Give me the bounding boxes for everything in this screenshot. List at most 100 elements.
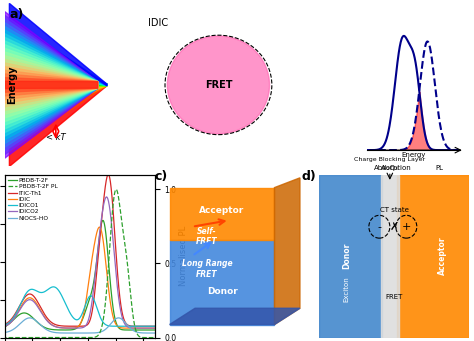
NIOCS-HO: [106, 324, 111, 328]
Text: Energy: Energy: [7, 66, 17, 104]
Polygon shape: [9, 3, 107, 86]
Line: IDICO2: IDICO2: [2, 197, 157, 328]
PBDB-T-2F PL: [0, 336, 5, 340]
Line: PBDB-T-2F: PBDB-T-2F: [2, 220, 157, 330]
IDICO2: [68, 326, 73, 330]
PBDB-T-2F: [68, 328, 73, 332]
NIOCS-HO: [62, 331, 68, 335]
IDIC: [106, 289, 112, 293]
IDIC: [123, 326, 129, 330]
ITIC-Th1: [15, 307, 21, 311]
Text: -: -: [377, 222, 382, 232]
IDICO1: [120, 324, 126, 328]
NIOCS-HO: [155, 331, 160, 335]
PBDB-T-2F PL: [62, 336, 68, 340]
Line: ITIC-Th1: ITIC-Th1: [2, 175, 157, 326]
ITIC-Th1: [123, 322, 129, 326]
Text: FRET: FRET: [205, 80, 232, 90]
PBDB-T-2F: [123, 328, 129, 332]
Polygon shape: [9, 84, 107, 166]
IDICO1: [106, 324, 112, 328]
Polygon shape: [5, 26, 98, 144]
PBDB-T-2F PL: [15, 336, 21, 340]
Polygon shape: [5, 19, 98, 151]
NIOCS-HO: [15, 324, 21, 328]
ITIC-Th1: [155, 324, 160, 328]
NIOCS-HO: [116, 316, 121, 320]
NIOCS-HO: [123, 322, 129, 326]
ITIC-Th1: [120, 315, 126, 320]
Line: NIOCS-HO: NIOCS-HO: [2, 318, 157, 333]
Y-axis label: Normalised PL: Normalised PL: [179, 226, 188, 286]
PBDB-T-2F: [0, 326, 5, 330]
Polygon shape: [5, 23, 98, 147]
PBDB-T-2F: [120, 328, 126, 332]
Polygon shape: [5, 52, 98, 118]
Polygon shape: [5, 74, 98, 96]
Bar: [319, 175, 383, 338]
Polygon shape: [5, 15, 98, 154]
Polygon shape: [5, 56, 98, 114]
Polygon shape: [5, 63, 98, 107]
Polygon shape: [170, 240, 274, 325]
IDICO2: [104, 195, 109, 199]
PBDB-T-2F: [100, 218, 106, 222]
Polygon shape: [9, 84, 107, 118]
Text: Self-
FRET: Self- FRET: [196, 227, 218, 246]
PBDB-T-2F: [150, 328, 155, 332]
Line: PBDB-T-2F PL: PBDB-T-2F PL: [2, 189, 157, 338]
PBDB-T-2F PL: [155, 336, 160, 340]
Text: d): d): [301, 170, 316, 183]
PBDB-T-2F: [155, 328, 160, 332]
Text: Charge Blocking Layer: Charge Blocking Layer: [354, 157, 425, 162]
IDICO2: [15, 311, 21, 315]
PBDB-T-2F PL: [113, 187, 119, 191]
IDIC: [62, 326, 68, 330]
IDICO1: [155, 324, 160, 328]
IDICO2: [106, 201, 112, 205]
PBDB-T-2F PL: [106, 261, 111, 265]
Ellipse shape: [167, 36, 270, 134]
NIOCS-HO: [120, 318, 126, 323]
Text: c): c): [155, 170, 168, 183]
Polygon shape: [5, 70, 98, 100]
ITIC-Th1: [105, 173, 111, 177]
Polygon shape: [274, 178, 300, 325]
PBDB-T-2F PL: [123, 251, 129, 255]
IDIC: [97, 225, 102, 229]
Polygon shape: [5, 30, 98, 140]
NIOCS-HO: [0, 331, 5, 335]
ITIC-Th1: [0, 323, 5, 327]
NIOCS-HO: [68, 331, 73, 335]
Bar: [397, 175, 469, 338]
Polygon shape: [9, 84, 107, 150]
IDIC: [120, 326, 126, 330]
IDIC: [0, 325, 5, 329]
PBDB-T-2F PL: [120, 231, 126, 235]
Legend: PBDB-T-2F, PBDB-T-2F PL, ITIC-Th1, IDIC, IDICO1, IDICO2, NIOCS-HO: PBDB-T-2F, PBDB-T-2F PL, ITIC-Th1, IDIC,…: [8, 178, 58, 221]
IDIC: [152, 326, 157, 330]
Text: Al₂O₃: Al₂O₃: [381, 165, 399, 171]
Polygon shape: [5, 66, 98, 103]
IDICO1: [123, 324, 129, 328]
ITIC-Th1: [62, 324, 68, 328]
IDICO1: [0, 324, 5, 328]
Polygon shape: [5, 45, 98, 125]
Polygon shape: [5, 59, 98, 110]
IDICO1: [15, 308, 21, 312]
Text: +: +: [401, 222, 411, 232]
Polygon shape: [5, 12, 98, 158]
Text: Acceptor: Acceptor: [438, 237, 447, 276]
Polygon shape: [5, 81, 98, 89]
Polygon shape: [5, 41, 98, 129]
IDICO1: [62, 300, 68, 305]
IDICO1: [68, 312, 73, 316]
IDIC: [155, 326, 160, 330]
Polygon shape: [9, 84, 107, 101]
Text: Donor: Donor: [342, 243, 351, 269]
IDICO2: [155, 326, 160, 330]
Polygon shape: [9, 52, 107, 86]
Text: CT state: CT state: [380, 207, 409, 213]
Text: a): a): [9, 8, 24, 21]
IDICO1: [51, 285, 56, 289]
